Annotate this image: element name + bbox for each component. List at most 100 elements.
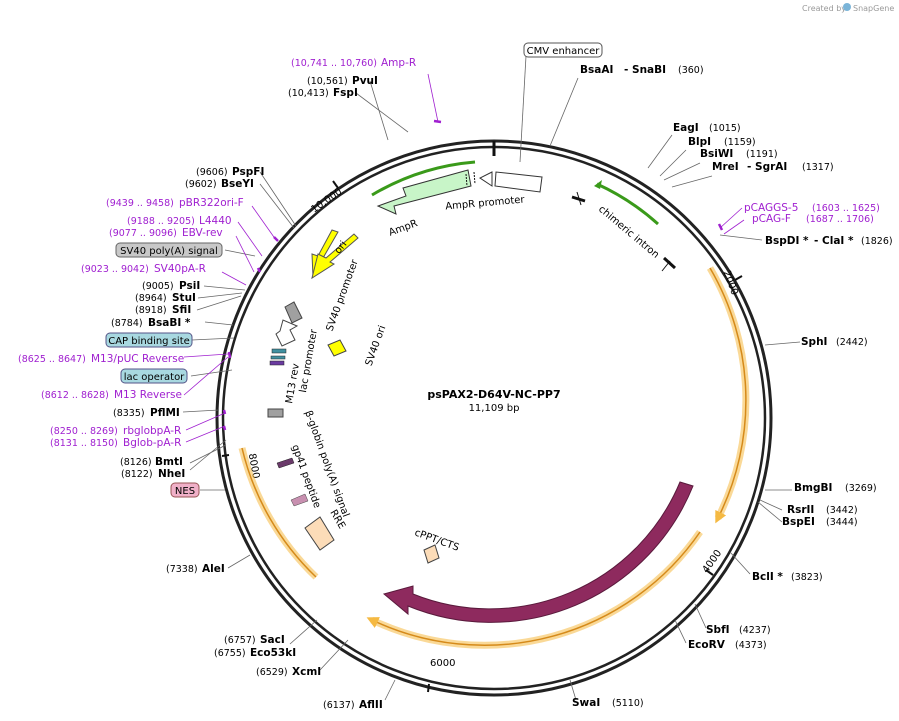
intron-bar-b2: [661, 260, 671, 272]
enzyme-ecorv[interactable]: EcoRV: [688, 639, 726, 651]
enzyme-alei[interactable]: AleI: [202, 563, 225, 575]
intron-bar-b: [662, 256, 677, 270]
cap-binding-label: CAP binding site: [108, 336, 190, 347]
enzyme-sphi[interactable]: SphI: [801, 336, 827, 348]
enzyme-rsrii-pos: (3442): [826, 505, 858, 516]
primer-l4440[interactable]: L4440: [199, 215, 232, 227]
lac-operator-glyph: [270, 355, 286, 360]
enzyme-bspdi-pos: (1826): [861, 236, 893, 247]
tick-10000: [332, 180, 339, 189]
tick-8000: [221, 454, 230, 457]
tick-label-4000: 4000: [701, 548, 725, 575]
enzyme-bspei[interactable]: BspEI: [782, 516, 815, 528]
enzyme-sfii[interactable]: SfiI: [172, 304, 191, 316]
cds-arc-rev-line: [241, 447, 317, 578]
intron-bar-a: [571, 195, 586, 203]
primer-bglob-pos: (8131 .. 8150): [50, 438, 118, 449]
primer-ebv-pos: (9077 .. 9096): [109, 228, 177, 239]
tick-2000: [734, 275, 743, 281]
primer-ampr-pos: (10,741 .. 10,760): [291, 58, 377, 69]
enzyme-aflii[interactable]: AflII: [359, 699, 383, 711]
enzyme-snabi[interactable]: - SnaBI: [624, 64, 666, 76]
intron-bar-a2: [576, 191, 582, 206]
enzyme-blpi-pos: (1159): [724, 137, 756, 148]
tick-4000: [705, 569, 714, 576]
cap-binding-glyph: [271, 348, 287, 354]
enzyme-blpi[interactable]: BlpI: [688, 136, 711, 148]
primer-pcagf[interactable]: pCAG-F: [752, 213, 791, 225]
enzyme-psii[interactable]: PsiI: [179, 280, 200, 292]
ampr-dashed: [465, 173, 468, 187]
primer-m13rev-pos: (8612 .. 8628): [41, 390, 109, 401]
enzyme-bseyi[interactable]: BseYI: [221, 178, 254, 190]
enzyme-clai[interactable]: - ClaI *: [814, 235, 854, 247]
enzyme-bsiwi-pos: (1191): [746, 149, 778, 160]
enzyme-stui[interactable]: StuI: [172, 292, 196, 304]
enzyme-bcli-pos: (3823): [791, 572, 823, 583]
enzyme-bsiwi[interactable]: BsiWI: [700, 148, 733, 160]
primer-pbr322[interactable]: pBR322ori-F: [179, 197, 244, 209]
primer-pbr322-pos: (9439 .. 9458): [106, 198, 174, 209]
enzyme-nhei[interactable]: NheI: [158, 468, 185, 480]
enzyme-eco53ki[interactable]: Eco53kI: [250, 647, 296, 659]
enzyme-bmti[interactable]: BmtI: [155, 456, 183, 468]
enzyme-aflii-pos: (6137): [323, 700, 355, 711]
enzyme-xcmi[interactable]: XcmI: [292, 666, 321, 678]
enzyme-bspdi[interactable]: BspDI *: [765, 235, 809, 247]
primer-rbglob-pos: (8250 .. 8269): [50, 426, 118, 437]
enzyme-saci-pos: (6757): [224, 635, 256, 646]
enzyme-ecorv-pos: (4373): [735, 640, 767, 651]
primer-l4440-pos: (9188 .. 9205): [127, 216, 195, 227]
plasmid-length: 11,109 bp: [469, 403, 520, 414]
sv40-promoter-arrow: [275, 319, 299, 347]
enzyme-swai-pos: (5110): [612, 698, 644, 709]
primer-bglob[interactable]: Bglob-pA-R: [123, 437, 181, 449]
enzyme-sfii-pos: (8918): [135, 305, 167, 316]
enzyme-bmgbi[interactable]: BmgBI: [794, 482, 832, 494]
enzyme-saci[interactable]: SacI: [260, 634, 285, 646]
enzyme-bsaai[interactable]: BsaAI: [580, 64, 613, 76]
primer-pcaggs5-pos: (1603 .. 1625): [812, 203, 880, 214]
enzyme-mrei-pos: (1317): [802, 162, 834, 173]
chimeric-intron-label: chimeric intron: [596, 204, 661, 261]
enzyme-fspi[interactable]: FspI: [333, 87, 358, 99]
m13-rev-glyph: [269, 360, 285, 366]
bglobin-box: [267, 408, 284, 418]
primer-sv40pa[interactable]: SV40pA-R: [154, 263, 206, 275]
enzyme-swai[interactable]: SwaI: [572, 697, 600, 709]
enzyme-pflmi[interactable]: PflMI: [150, 407, 180, 419]
tick-label-6000: 6000: [430, 658, 455, 669]
primer-leaders: [183, 73, 745, 443]
enzyme-pflmi-pos: (8335): [113, 408, 145, 419]
rre-box: [304, 516, 335, 551]
ampr-dashed-2: [473, 171, 476, 185]
enzyme-sphi-pos: (2442): [836, 337, 868, 348]
primer-ebv[interactable]: EBV-rev: [182, 227, 223, 239]
enzyme-pvui[interactable]: PvuI: [352, 75, 378, 87]
ampr-green-line: [371, 160, 476, 197]
enzyme-eco53ki-pos: (6755): [214, 648, 246, 659]
sv40-ori-label: SV40 ori: [364, 324, 389, 367]
gp41-glyph: [276, 457, 295, 469]
enzyme-sgrai[interactable]: - SgrAI: [747, 161, 787, 173]
rre-small-glyph: [290, 493, 309, 507]
enzyme-pspfi[interactable]: PspFI: [232, 166, 264, 178]
primer-pcaggs5[interactable]: pCAGGS-5: [744, 202, 798, 214]
enzyme-eagi[interactable]: EagI: [673, 122, 699, 134]
primer-m13rev[interactable]: M13 Reverse: [114, 389, 182, 401]
lac-operator-label: lac operator: [124, 372, 185, 383]
primer-ampr[interactable]: Amp-R: [381, 57, 416, 69]
primer-m13puc[interactable]: M13/pUC Reverse: [91, 353, 184, 365]
enzyme-bsabi[interactable]: BsaBI *: [148, 317, 191, 329]
enzyme-psii-pos: (9005): [142, 281, 174, 292]
enzyme-bcli[interactable]: BclI *: [752, 571, 783, 583]
lac-operator-tag: [120, 368, 188, 384]
ampr-promoter-label: AmpR promoter: [445, 194, 526, 212]
enzyme-sbfi[interactable]: SbfI: [706, 624, 730, 636]
primer-rbglob[interactable]: rbglobpA-R: [123, 425, 181, 437]
cmv-enhancer-tag: [523, 42, 603, 58]
enzyme-krei[interactable]: MreI: [712, 161, 739, 173]
cds-arc-gag-line: [709, 267, 747, 524]
enzyme-bmti-pos: (8126): [120, 457, 152, 468]
enzyme-rsrii[interactable]: RsrII: [787, 504, 814, 516]
